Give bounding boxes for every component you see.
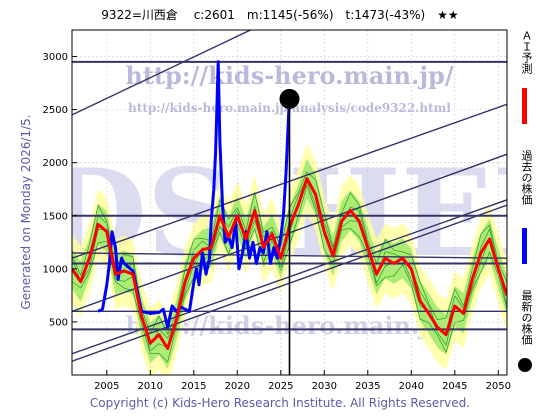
legend-ai-forecast-swatch — [522, 88, 527, 124]
y-tick-label: 1500 — [43, 211, 68, 222]
x-tick-label: 2050 — [486, 381, 511, 392]
y-tick-label: 2000 — [43, 158, 68, 169]
latest-point — [279, 88, 300, 109]
trend-line — [72, 30, 253, 116]
legend-ai-forecast-label: ＡＩ予測 — [520, 30, 533, 74]
band-inner — [72, 158, 507, 369]
x-tick-label: 2045 — [442, 381, 467, 392]
y-tick-label: 500 — [49, 317, 68, 328]
y-tick-label: 3000 — [43, 52, 68, 63]
x-tick-label: 2040 — [399, 381, 424, 392]
chart-title: 9322=川西倉 c:2601 m:1145(-56%) t:1473(-43%… — [101, 8, 459, 22]
x-tick-label: 2010 — [138, 381, 163, 392]
latest-price-marker — [279, 88, 300, 375]
x-tick-label: 2025 — [268, 381, 293, 392]
copyright-footer: Copyright (c) Kids-Hero Research Institu… — [89, 396, 471, 410]
generated-date: Generated on Monday 2026/1/5. — [19, 114, 33, 310]
legend-latest-price-label: 最新の株価 — [520, 290, 533, 345]
watermark-url-main: http://kids-hero.main.jp/ — [125, 61, 453, 90]
x-tick-label: 2005 — [94, 381, 119, 392]
axes — [71, 29, 508, 376]
x-tick-label: 2015 — [181, 381, 206, 392]
x-tick-label: 2020 — [225, 381, 250, 392]
y-tick-label: 1000 — [43, 264, 68, 275]
x-tick-label: 2035 — [355, 381, 380, 392]
legend-past-price-swatch — [522, 228, 527, 264]
x-tick-label: 2030 — [312, 381, 337, 392]
plot-frame — [71, 29, 508, 376]
y-tick-label: 2500 — [43, 105, 68, 116]
legend-latest-price-swatch — [518, 358, 532, 372]
tick-labels: 2005 2010 2015 2020 2025 2030 2035 2040 2045 2050… — [43, 52, 511, 392]
legend-past-price-label: 過去の株価 — [520, 150, 533, 205]
